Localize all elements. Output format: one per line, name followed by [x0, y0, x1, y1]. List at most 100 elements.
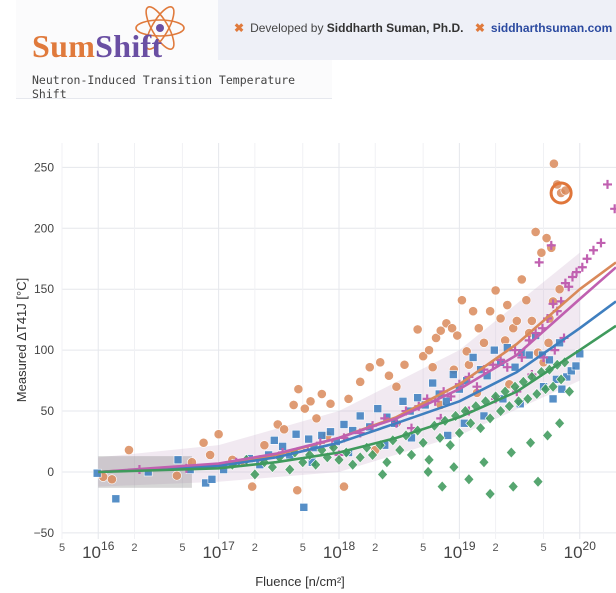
square-point — [207, 474, 217, 484]
logo-sum-text: Sum — [32, 28, 96, 64]
circle-point — [293, 384, 304, 395]
square-point — [398, 397, 408, 406]
circle-point — [364, 362, 375, 373]
circle-point — [431, 333, 441, 343]
diamond-point — [394, 444, 406, 456]
trend-line-plus — [98, 266, 616, 474]
trend-line-square — [98, 300, 616, 474]
y-axis-label: Measured ΔT41J [°C] — [14, 278, 29, 402]
plus-point — [531, 328, 541, 338]
x-minor-tick-label: 5 — [59, 542, 65, 554]
square-point — [355, 411, 365, 421]
circle-point — [485, 306, 496, 317]
plus-point — [517, 352, 527, 362]
circle-point — [325, 398, 336, 409]
x-minor-tick-label: 5 — [179, 542, 185, 554]
atom-icon — [135, 6, 185, 50]
diamond-point — [522, 392, 534, 405]
diamond-point — [453, 427, 465, 439]
square-point — [413, 393, 422, 402]
diamond-point — [310, 458, 322, 471]
x-tick-label: 1016 — [82, 539, 115, 562]
diamond-point — [525, 436, 536, 449]
circle-point — [473, 323, 484, 334]
plus-point — [588, 245, 598, 255]
trend-line-diamond — [98, 324, 616, 474]
circle-point — [541, 233, 552, 243]
circle-point — [502, 300, 513, 310]
x-tick-label: 1019 — [443, 539, 476, 562]
x-tick-exponent: 20 — [583, 539, 597, 553]
circle-point — [435, 325, 446, 336]
diamond-point — [417, 436, 429, 449]
diamond-point — [367, 448, 378, 461]
circle-point — [399, 359, 410, 370]
credit-prefix: Developed by — [250, 21, 324, 35]
plus-point — [534, 257, 544, 267]
square-point — [524, 350, 534, 360]
circle-point — [247, 481, 258, 492]
plus-point — [510, 345, 520, 355]
circle-point — [279, 424, 290, 435]
diamond-point — [503, 400, 515, 413]
diamond-point — [444, 439, 456, 452]
circle-point — [530, 227, 541, 237]
circle-point — [171, 470, 182, 481]
square-point — [428, 378, 437, 388]
diamond-point — [505, 446, 517, 459]
star-icon: ✖ — [474, 21, 485, 35]
square-point — [571, 361, 581, 371]
circle-point — [198, 437, 209, 448]
circle-point — [468, 306, 478, 317]
diamond-point — [434, 431, 446, 444]
circle-point — [536, 247, 547, 258]
logo-wordmark[interactable]: SumShift — [32, 28, 162, 65]
x-minor-tick-label: 2 — [493, 542, 499, 554]
square-point — [566, 366, 576, 376]
circle-point — [107, 474, 117, 485]
square-point — [317, 431, 327, 440]
x-tick-exponent: 19 — [462, 539, 476, 553]
diamond-point — [249, 468, 261, 481]
x-tick-label: 1018 — [323, 539, 356, 562]
circle-point — [526, 315, 537, 326]
x-minor-tick-label: 2 — [372, 542, 378, 554]
x-tick-exponent: 16 — [101, 539, 115, 553]
credit-author-link[interactable]: Siddharth Suman, Ph.D. — [326, 21, 464, 35]
y-tick-labels: −50 0 50 100 150 200 250 — [34, 160, 55, 540]
circle-point — [305, 396, 316, 407]
trend-lines — [98, 261, 616, 474]
circle-point — [511, 315, 522, 326]
circle-point — [213, 429, 224, 440]
circle-point — [339, 481, 349, 492]
circle-point — [288, 400, 299, 410]
circle-point — [205, 450, 216, 460]
x-tick-exponent: 18 — [342, 539, 356, 553]
square-point — [339, 420, 349, 429]
plus-point — [603, 179, 613, 189]
circle-point — [452, 330, 463, 341]
circle-point — [457, 295, 467, 306]
diamond-point — [478, 456, 490, 469]
circle-point — [490, 285, 501, 296]
plus-point — [548, 299, 558, 309]
y-tick-label: 150 — [34, 282, 54, 296]
logo-shift-text: Shift — [95, 28, 163, 64]
y-tick-label: 200 — [34, 221, 54, 235]
credit-site-link[interactable]: siddharthsuman.com — [490, 21, 613, 35]
square-point — [489, 345, 499, 355]
plus-point — [502, 362, 512, 372]
y-tick-label: −50 — [34, 526, 55, 540]
plus-point — [567, 272, 577, 282]
square-point — [448, 370, 458, 379]
diamond-point — [507, 480, 519, 493]
diamond-point — [284, 463, 296, 476]
square-point — [269, 436, 279, 445]
diamond-point — [554, 417, 566, 430]
x-tick-label: 1017 — [202, 539, 235, 562]
square-point — [299, 503, 309, 512]
plus-point — [546, 240, 556, 250]
square-point — [326, 427, 335, 437]
circle-point — [495, 313, 506, 324]
